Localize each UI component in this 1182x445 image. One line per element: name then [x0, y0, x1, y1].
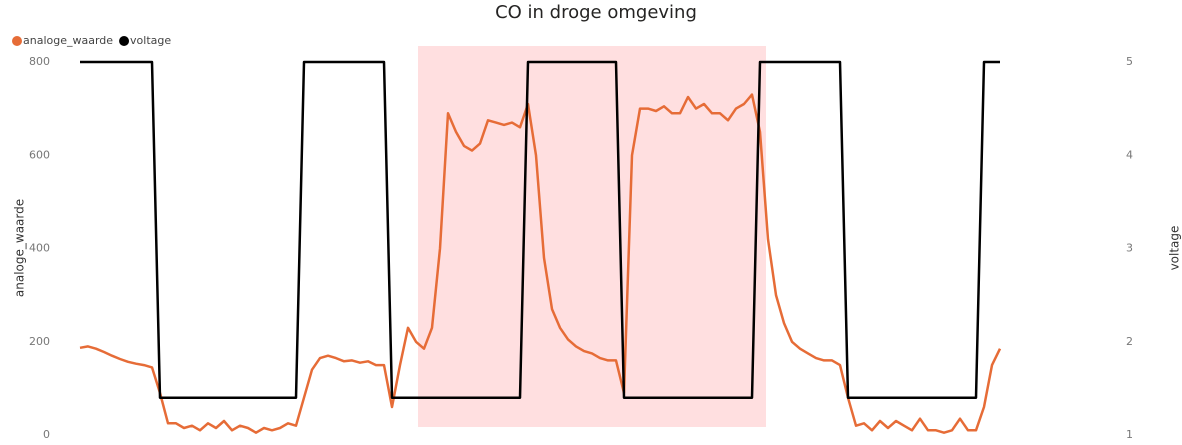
y2-tick-label: 3: [1126, 242, 1133, 255]
y2-tick-label: 5: [1126, 55, 1133, 68]
series-line: [80, 60, 1000, 399]
y2-tick-label: 2: [1126, 335, 1133, 348]
legend-label: voltage: [130, 34, 171, 47]
legend-marker: [12, 36, 22, 46]
y-tick-label: 0: [43, 428, 50, 441]
legend-label: analoge_waarde: [23, 34, 113, 47]
y-axis-title: analoge_waarde: [13, 199, 27, 297]
chart-title: CO in droge omgeving: [495, 2, 697, 23]
y-tick-label: 400: [29, 242, 50, 255]
highlight-band: [418, 46, 766, 427]
y-tick-label: 200: [29, 335, 50, 348]
legend-marker: [119, 36, 130, 46]
y-tick-label: 600: [29, 148, 50, 161]
y2-axis-title: voltage: [1168, 226, 1182, 271]
y2-tick-label: 4: [1126, 148, 1133, 161]
y2-tick-label: 1: [1126, 428, 1133, 441]
y-tick-label: 800: [29, 55, 50, 68]
